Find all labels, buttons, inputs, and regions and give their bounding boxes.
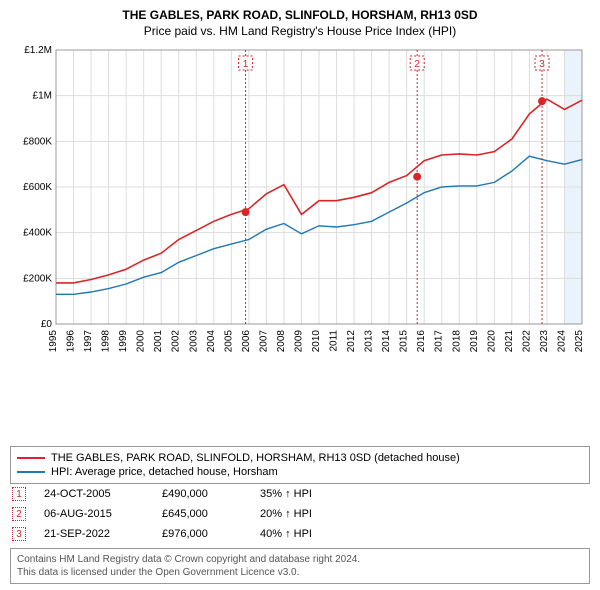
chart-titles: THE GABLES, PARK ROAD, SLINFOLD, HORSHAM… — [10, 8, 590, 38]
chart-title: THE GABLES, PARK ROAD, SLINFOLD, HORSHAM… — [10, 8, 590, 22]
legend-swatch — [17, 471, 45, 473]
svg-text:1997: 1997 — [83, 330, 94, 353]
sale-date: 21-SEP-2022 — [44, 528, 144, 540]
svg-text:2: 2 — [414, 59, 420, 70]
chart-plot-area: £0 £200K £400K £600K £800K £1M £1.2M 1995 1996 19… — [10, 44, 590, 442]
sale-row: 2 06-AUG-2015 £645,000 20% ↑ HPI — [10, 504, 590, 524]
svg-text:2023: 2023 — [539, 330, 550, 353]
svg-text:£1M: £1M — [33, 91, 52, 102]
sale-date: 06-AUG-2015 — [44, 508, 144, 520]
svg-text:2020: 2020 — [486, 330, 497, 353]
svg-text:1995: 1995 — [48, 330, 59, 353]
svg-text:2014: 2014 — [381, 330, 392, 353]
svg-text:2017: 2017 — [434, 330, 445, 353]
sale-marker-icon: 2 — [12, 507, 26, 521]
svg-text:1: 1 — [243, 59, 249, 70]
svg-text:£800K: £800K — [23, 136, 52, 147]
svg-text:2003: 2003 — [188, 330, 199, 353]
svg-text:1999: 1999 — [118, 330, 129, 353]
svg-text:1996: 1996 — [66, 330, 77, 353]
svg-text:2009: 2009 — [293, 330, 304, 353]
svg-text:2019: 2019 — [469, 330, 480, 353]
sale-price: £976,000 — [162, 528, 242, 540]
sale-row: 1 24-OCT-2005 £490,000 35% ↑ HPI — [10, 484, 590, 504]
chart-subtitle: Price paid vs. HM Land Registry's House … — [10, 24, 590, 38]
sale-row: 3 21-SEP-2022 £976,000 40% ↑ HPI — [10, 524, 590, 544]
sale-delta: 20% ↑ HPI — [260, 508, 312, 520]
svg-text:1998: 1998 — [101, 330, 112, 353]
svg-text:2001: 2001 — [153, 330, 164, 353]
svg-text:£200K: £200K — [23, 273, 52, 284]
svg-text:2006: 2006 — [241, 330, 252, 353]
svg-text:2012: 2012 — [346, 330, 357, 353]
svg-text:2021: 2021 — [504, 330, 515, 353]
sale-price: £645,000 — [162, 508, 242, 520]
svg-text:£600K: £600K — [23, 182, 52, 193]
fineprint-line: Contains HM Land Registry data © Crown c… — [17, 553, 583, 566]
svg-text:3: 3 — [539, 59, 545, 70]
svg-text:2004: 2004 — [206, 330, 217, 353]
svg-text:2005: 2005 — [223, 330, 234, 353]
svg-text:2018: 2018 — [451, 330, 462, 353]
legend: THE GABLES, PARK ROAD, SLINFOLD, HORSHAM… — [10, 446, 590, 484]
svg-text:2007: 2007 — [258, 330, 269, 353]
svg-text:2013: 2013 — [364, 330, 375, 353]
svg-text:£0: £0 — [41, 319, 53, 330]
legend-label: HPI: Average price, detached house, Hors… — [51, 466, 278, 478]
svg-text:2024: 2024 — [556, 330, 567, 353]
legend-row: THE GABLES, PARK ROAD, SLINFOLD, HORSHAM… — [17, 451, 583, 465]
price-vs-hpi-chart-card: THE GABLES, PARK ROAD, SLINFOLD, HORSHAM… — [0, 0, 600, 590]
svg-text:2015: 2015 — [399, 330, 410, 353]
legend-label: THE GABLES, PARK ROAD, SLINFOLD, HORSHAM… — [51, 452, 460, 464]
svg-text:2002: 2002 — [171, 330, 182, 353]
svg-text:£400K: £400K — [23, 228, 52, 239]
svg-text:2000: 2000 — [136, 330, 147, 353]
svg-text:£1.2M: £1.2M — [24, 45, 52, 56]
svg-text:2010: 2010 — [311, 330, 322, 353]
fineprint-line: This data is licensed under the Open Gov… — [17, 566, 583, 579]
sale-date: 24-OCT-2005 — [44, 488, 144, 500]
sales-list: 1 24-OCT-2005 £490,000 35% ↑ HPI 2 06-AU… — [10, 484, 590, 544]
svg-text:2022: 2022 — [521, 330, 532, 353]
sale-marker-icon: 3 — [12, 527, 26, 541]
svg-text:2008: 2008 — [276, 330, 287, 353]
svg-text:2011: 2011 — [329, 330, 340, 352]
sale-delta: 35% ↑ HPI — [260, 488, 312, 500]
svg-text:2025: 2025 — [574, 330, 585, 353]
legend-swatch — [17, 457, 45, 459]
sale-marker-icon: 1 — [12, 487, 26, 501]
sale-price: £490,000 — [162, 488, 242, 500]
legend-row: HPI: Average price, detached house, Hors… — [17, 465, 583, 479]
chart-svg: £0 £200K £400K £600K £800K £1M £1.2M 1995 1996 19… — [10, 44, 590, 364]
fineprint: Contains HM Land Registry data © Crown c… — [10, 548, 590, 584]
sale-delta: 40% ↑ HPI — [260, 528, 312, 540]
svg-text:2016: 2016 — [416, 330, 427, 353]
